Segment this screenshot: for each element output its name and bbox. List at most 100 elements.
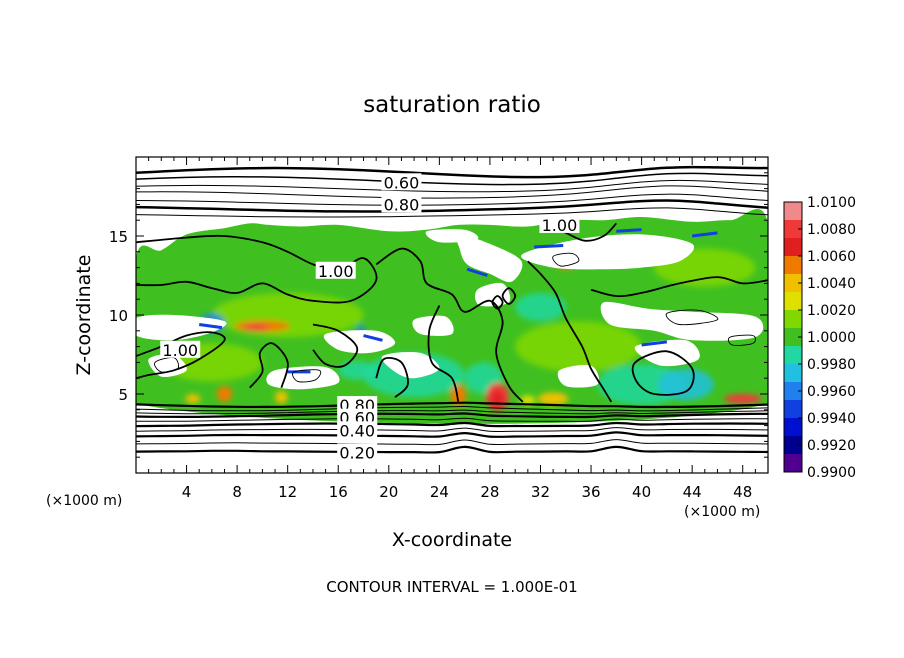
white-region	[412, 315, 454, 336]
contour-line	[136, 165, 768, 179]
plot-area	[136, 157, 768, 473]
contour-label-bg	[381, 195, 422, 213]
contour-line	[136, 405, 768, 412]
contour-line-1.00	[527, 260, 613, 403]
x-tick-label: 12	[278, 483, 297, 501]
contour-line	[136, 179, 768, 193]
colorbar-label: 0.9920	[807, 438, 856, 454]
contour-loop	[491, 295, 504, 310]
contour-line-1.00	[427, 305, 460, 403]
white-region	[600, 301, 764, 341]
x-axis-label: X-coordinate	[392, 529, 512, 551]
colorbar-label: 0.9940	[807, 411, 856, 427]
white-region	[323, 330, 396, 354]
blue-streak	[691, 231, 718, 238]
contour-label: 1.00	[162, 341, 198, 360]
contour-line-1.00	[249, 342, 289, 389]
contour-label-bg	[315, 261, 356, 279]
subsaturated-regions	[136, 228, 764, 390]
colorbar-swatch	[784, 364, 802, 383]
field-hotspot	[216, 386, 233, 402]
colorbar-swatch	[784, 292, 802, 311]
x-tick-label: 44	[683, 483, 702, 501]
colorbar-label: 0.9960	[807, 384, 856, 400]
x-tick-label: 40	[632, 483, 651, 501]
x-tick-label: 32	[531, 483, 550, 501]
colorbar-swatch	[784, 400, 802, 419]
colorbar-label: 1.0100	[807, 195, 856, 211]
chart-title: saturation ratio	[363, 92, 541, 118]
white-region	[557, 364, 600, 388]
contour-label: 0.80	[384, 195, 420, 214]
colorbar-swatch	[784, 436, 802, 455]
field-hotspot	[275, 390, 288, 404]
field-blob	[658, 368, 714, 401]
blue-streak	[198, 322, 223, 330]
contour-label-bg	[337, 443, 378, 461]
contour-lines	[136, 165, 768, 454]
contour-line	[136, 401, 768, 409]
contour-label: 0.60	[384, 173, 420, 192]
field-hotspot	[537, 392, 569, 406]
contour-line	[136, 421, 768, 428]
contour-label: 1.00	[542, 216, 578, 235]
colorbar-label: 1.0000	[807, 330, 856, 346]
contour-line	[136, 412, 768, 419]
contour-line	[136, 445, 768, 454]
white-region	[148, 353, 187, 378]
contour-label-bg	[381, 173, 422, 191]
contour-thin-loop	[154, 357, 179, 373]
colorbar-label: 0.9980	[807, 357, 856, 373]
contour-line	[136, 417, 768, 422]
colorbar-label: 1.0060	[807, 249, 856, 265]
x-unit-label: (×1000 m)	[684, 504, 760, 520]
colorbar-swatch	[784, 274, 802, 293]
contour-label: 0.20	[339, 443, 375, 462]
contour-interval-note: CONTOUR INTERVAL = 1.000E-01	[326, 578, 577, 596]
x-tick-label: 8	[232, 483, 242, 501]
colorbar-label: 0.9900	[807, 465, 856, 481]
colorbar-swatch	[784, 238, 802, 257]
field-blob	[515, 321, 642, 372]
colorbar-swatch	[784, 454, 802, 473]
x-tick-label: 20	[379, 483, 398, 501]
contour-line	[136, 427, 768, 433]
contour-line	[136, 431, 768, 438]
colorbar-swatch	[784, 256, 802, 275]
contour-line	[136, 193, 768, 206]
x-tick-label: 4	[182, 483, 192, 501]
colorbar-swatch	[784, 346, 802, 365]
colorbar-swatch	[784, 328, 802, 347]
contour-label-bg	[539, 215, 580, 233]
blue-streak	[616, 228, 642, 233]
contour-thin-loop	[552, 252, 580, 267]
z-tick-label: 10	[109, 307, 128, 325]
white-region	[520, 234, 695, 270]
x-tick-label: 36	[581, 483, 600, 501]
white-region	[136, 314, 227, 341]
contour-loop	[501, 287, 517, 305]
white-region	[425, 229, 479, 243]
colorbar-label: 1.0040	[807, 276, 856, 292]
contour-line	[136, 439, 768, 446]
field-hotspot	[243, 324, 269, 331]
field-blob	[338, 360, 377, 380]
blue-streak	[363, 334, 383, 342]
contour-label-bg	[337, 421, 378, 439]
y-axis-label: Z-coordinate	[73, 255, 95, 376]
blue-streak	[641, 340, 668, 347]
z-tick-label: 15	[109, 228, 128, 246]
contour-line	[136, 409, 768, 415]
z-unit-label: (×1000 m)	[46, 493, 122, 509]
white-region	[456, 234, 523, 283]
colorbar-swatch	[784, 418, 802, 437]
contour-label: 0.40	[339, 421, 375, 440]
contour-line-1.00	[375, 247, 524, 403]
contour-line-1.00	[312, 323, 359, 368]
colorbar-swatch	[784, 382, 802, 401]
contour-loop	[631, 350, 695, 396]
x-tick-label: 28	[480, 483, 499, 501]
contour-line	[136, 185, 768, 199]
